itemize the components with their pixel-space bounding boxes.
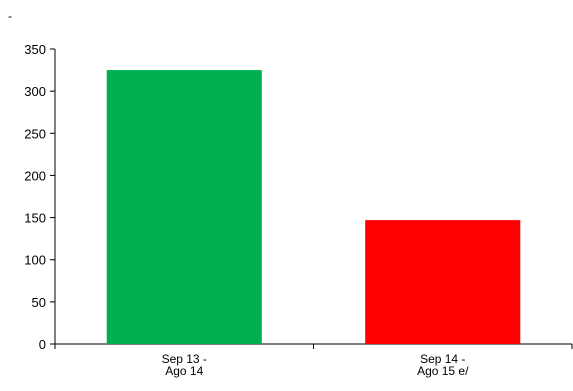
y-tick-label: 150	[24, 211, 46, 226]
x-tick-label-line: Ago 14	[165, 364, 203, 378]
y-tick-label: 250	[24, 126, 46, 141]
bar-1	[106, 70, 262, 345]
bars	[106, 70, 521, 345]
y-tick-label: 50	[32, 295, 46, 310]
y-tick-label: 100	[24, 253, 46, 268]
y-tick-label: 0	[39, 337, 46, 352]
x-tick-label: Sep 14 -Ago 15 e/	[417, 352, 469, 378]
x-tick-label: Sep 13 -Ago 14	[162, 352, 207, 378]
y-axis: 0 50 100 150 200 250 300 350	[24, 42, 56, 352]
y-tick-label: 300	[24, 84, 46, 99]
x-tick-label-line: Sep 14 -	[420, 352, 465, 366]
x-tick-label-line: Ago 15 e/	[417, 364, 469, 378]
x-axis	[54, 343, 573, 349]
y-tick-label: 350	[24, 42, 46, 57]
x-tick-label-line: Sep 13 -	[162, 352, 207, 366]
corner-mark: -	[8, 9, 12, 23]
y-tick-label: 200	[24, 168, 46, 183]
bar-2	[365, 220, 521, 344]
category-labels: Sep 13 -Ago 14 Sep 14 -Ago 15 e/	[162, 352, 470, 378]
